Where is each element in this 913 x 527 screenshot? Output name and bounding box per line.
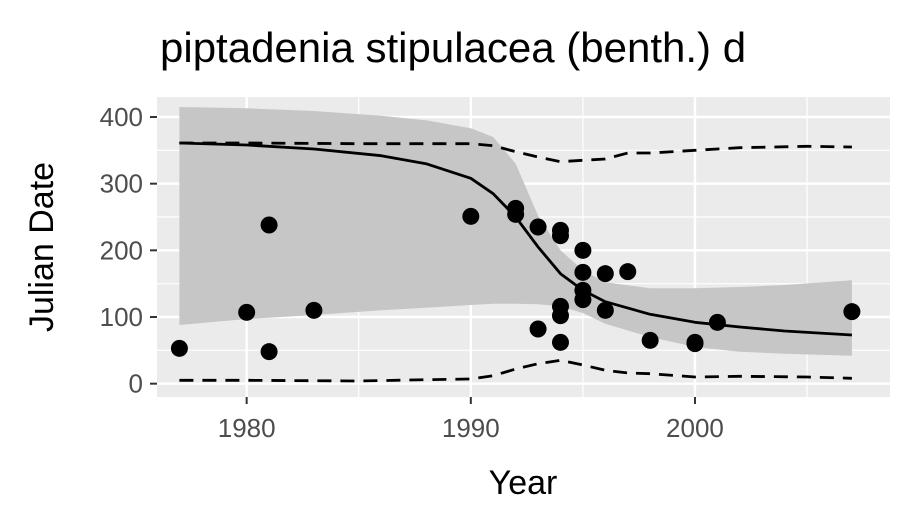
x-tick-label: 1980 [218, 413, 276, 443]
data-point [551, 227, 569, 245]
data-point [619, 263, 637, 281]
data-point [574, 241, 592, 259]
y-tick-label: 0 [129, 369, 143, 399]
data-point [305, 301, 323, 319]
data-point [238, 303, 256, 321]
x-tick-label: 2000 [666, 413, 724, 443]
data-point [596, 265, 614, 283]
data-point [574, 263, 592, 281]
chart-title: piptadenia stipulacea (benth.) d [160, 24, 746, 71]
data-point [462, 207, 480, 225]
y-tick-label: 100 [100, 302, 143, 332]
y-axis-ticks: 0 100 200 300 400 [100, 102, 157, 399]
data-points [170, 199, 861, 361]
confidence-ribbon [179, 107, 852, 356]
data-point [708, 313, 726, 331]
dashed-lower-line [179, 358, 852, 383]
data-point [551, 333, 569, 351]
data-point [260, 343, 278, 361]
y-tick-label: 300 [100, 169, 143, 199]
x-axis-title: Year [489, 464, 558, 502]
data-point [686, 335, 704, 353]
y-tick-label: 400 [100, 102, 143, 132]
y-tick-label: 200 [100, 235, 143, 265]
x-tick-label: 1990 [442, 413, 500, 443]
data-point [529, 320, 547, 338]
data-point [641, 331, 659, 349]
data-point [529, 218, 547, 236]
data-point [260, 216, 278, 234]
data-point [574, 291, 592, 309]
dashed-upper-line [179, 141, 852, 164]
data-point [507, 205, 525, 223]
data-point [551, 307, 569, 325]
data-point [596, 301, 614, 319]
data-point [170, 339, 188, 357]
x-axis-ticks: 1980 1990 2000 [218, 397, 724, 443]
y-axis-title: Julian Date [23, 162, 61, 332]
data-point [843, 303, 861, 321]
